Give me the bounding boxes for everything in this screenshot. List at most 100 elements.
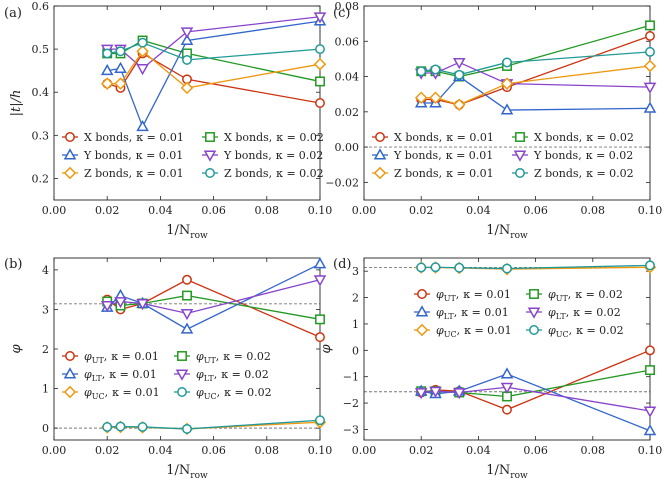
legend-marker-triangle-up bbox=[373, 148, 387, 160]
y-tick-label: 0 bbox=[42, 422, 49, 435]
legend-marker-diamond bbox=[373, 166, 387, 180]
legend-a: X bonds, κ = 0.01 X bonds, κ = 0.02 Y bonds,… bbox=[62, 131, 324, 180]
data-point-b-5-4 bbox=[315, 415, 325, 426]
data-point-a-2-2 bbox=[136, 119, 149, 132]
legend-entry-label: φUC, κ = 0.01 bbox=[436, 324, 512, 339]
data-point-d-1-4 bbox=[645, 365, 655, 376]
x-tick-label: 0.06 bbox=[201, 444, 226, 457]
y-tick-label: 0.02 bbox=[335, 106, 360, 119]
data-point-c-5-2 bbox=[454, 69, 465, 80]
chart-panel-c: 0.00 0.02 0.04 0.06 0.08 0.10 −0.02 0.00 0.02 0.0… bbox=[325, 0, 662, 241]
data-point-b-5-3 bbox=[182, 423, 192, 434]
x-axis-label: 1/Nrow bbox=[486, 223, 528, 241]
data-point-c-4-0 bbox=[414, 91, 428, 104]
x-tick-label: 0.02 bbox=[95, 444, 120, 457]
data-point-d-5-2 bbox=[454, 262, 465, 273]
panel-label-b: (b) bbox=[4, 257, 22, 272]
legend-entry-label: φLT, κ = 0.02 bbox=[548, 306, 621, 321]
data-point-d-2-4 bbox=[643, 424, 657, 436]
legend-c: X bonds, κ = 0.01 X bonds, κ = 0.02 Y bonds,… bbox=[372, 131, 634, 180]
data-point-c-5-4 bbox=[645, 46, 655, 57]
x-tick-label: 0.10 bbox=[308, 204, 333, 217]
legend-marker-triangle-up bbox=[63, 367, 77, 379]
chart-panel-a: 0.00 0.02 0.04 0.06 0.08 0.10 0.2 0.3 0.4 0.5 0.6 1… bbox=[9, 0, 332, 241]
y-tick-label: −0.02 bbox=[325, 176, 359, 189]
data-point-a-4-4 bbox=[313, 57, 327, 71]
data-point-d-0-3 bbox=[502, 404, 512, 415]
legend-marker-circle bbox=[65, 351, 75, 361]
y-tick-label: −3 bbox=[343, 423, 359, 436]
y-tick-label: 0.6 bbox=[32, 0, 50, 13]
y-tick-label: −2 bbox=[343, 397, 359, 410]
series-line-d-2 bbox=[421, 373, 651, 432]
x-axis-label: 1/Nrow bbox=[166, 463, 208, 481]
y-tick-label: 0.00 bbox=[335, 141, 360, 154]
y-tick-label: 1 bbox=[352, 318, 359, 331]
legend-entry-label: φUT, κ = 0.02 bbox=[196, 350, 271, 365]
y-tick-label: 3 bbox=[352, 265, 359, 278]
data-point-d-5-4 bbox=[645, 260, 655, 271]
data-point-c-4-1 bbox=[429, 91, 442, 104]
x-tick-label: 0.02 bbox=[409, 444, 434, 457]
data-point-a-5-1 bbox=[115, 46, 126, 57]
legend-entry-label: Z bonds, κ = 0.02 bbox=[224, 167, 324, 180]
legend-marker-square bbox=[205, 132, 215, 142]
legend-marker-triangle-down bbox=[527, 307, 541, 319]
data-point-d-5-0 bbox=[416, 262, 427, 273]
y-tick-label: 0.2 bbox=[32, 172, 50, 185]
data-point-a-3-3 bbox=[180, 27, 194, 39]
data-point-a-5-3 bbox=[182, 54, 192, 65]
y-axis-label: φ bbox=[319, 344, 334, 354]
x-tick-label: 0.10 bbox=[308, 444, 333, 457]
data-point-d-2-3 bbox=[500, 367, 514, 379]
x-tick-label: 0.08 bbox=[255, 444, 280, 457]
legend-entry-label: φLT, κ = 0.01 bbox=[84, 368, 157, 383]
data-point-b-2-4 bbox=[313, 257, 327, 269]
data-point-a-1-4 bbox=[315, 76, 325, 87]
data-point-d-0-4 bbox=[645, 345, 655, 356]
legend-marker-circle bbox=[417, 289, 427, 299]
data-point-a-2-1 bbox=[114, 61, 127, 73]
legend-entry-label: Y bonds, κ = 0.01 bbox=[83, 149, 183, 162]
series-line-a-0 bbox=[106, 52, 321, 104]
x-tick-label: 0.04 bbox=[466, 444, 491, 457]
data-point-a-4-3 bbox=[180, 81, 194, 95]
data-point-c-4-4 bbox=[643, 59, 657, 73]
legend-entry-label: φUC, κ = 0.02 bbox=[196, 386, 272, 401]
y-tick-label: 0 bbox=[352, 344, 359, 357]
data-point-a-4-1 bbox=[114, 77, 127, 90]
data-point-b-3-0 bbox=[100, 301, 114, 313]
y-tick-label: 1 bbox=[42, 383, 49, 396]
x-axis-label: 1/Nrow bbox=[486, 463, 528, 481]
legend-entry-label: Z bonds, κ = 0.01 bbox=[84, 167, 184, 180]
data-point-a-3-4 bbox=[313, 12, 327, 24]
data-point-a-0-4 bbox=[315, 98, 325, 108]
series-line-c-1 bbox=[421, 24, 651, 78]
data-point-c-2-4 bbox=[643, 101, 657, 113]
series-line-c-5 bbox=[421, 51, 651, 76]
data-point-c-0-4 bbox=[645, 31, 655, 41]
series-line-a-1 bbox=[107, 39, 321, 83]
x-tick-label: 0.04 bbox=[148, 204, 173, 217]
data-point-b-1-4 bbox=[315, 314, 325, 325]
legend-entry-label: φUC, κ = 0.02 bbox=[548, 324, 624, 339]
x-tick-label: 0.04 bbox=[148, 444, 173, 457]
data-point-c-3-4 bbox=[643, 82, 657, 94]
data-point-a-2-0 bbox=[100, 63, 114, 76]
data-point-c-5-0 bbox=[416, 66, 427, 77]
y-tick-label: 2 bbox=[352, 292, 359, 305]
legend-entry-label: φLT, κ = 0.02 bbox=[196, 368, 269, 383]
legend-entry-label: φUC, κ = 0.01 bbox=[84, 386, 160, 401]
chart-panel-b: 0.00 0.02 0.04 0.06 0.08 0.10 0 1 2 3 4 1/Nrow φ φUT,… bbox=[9, 257, 333, 481]
x-tick-label: 0.10 bbox=[638, 204, 663, 217]
data-point-d-3-4 bbox=[643, 406, 657, 418]
data-point-b-5-2 bbox=[137, 421, 148, 432]
x-tick-label: 0.00 bbox=[352, 204, 377, 217]
series-line-a-4 bbox=[107, 50, 321, 89]
data-point-d-5-1 bbox=[430, 262, 441, 273]
y-tick-label: 0.06 bbox=[335, 35, 360, 48]
x-tick-label: 0.02 bbox=[95, 204, 120, 217]
x-tick-label: 0.08 bbox=[255, 204, 280, 217]
x-tick-label: 0.00 bbox=[42, 204, 67, 217]
data-point-c-5-3 bbox=[502, 57, 512, 68]
